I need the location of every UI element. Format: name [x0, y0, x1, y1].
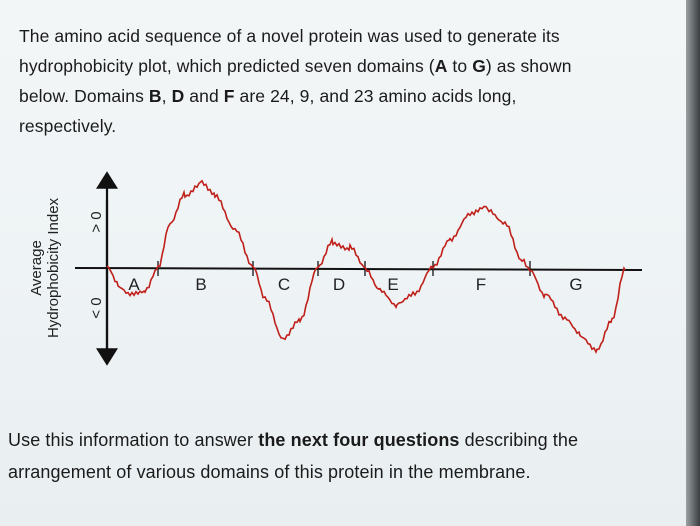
- text: and: [184, 86, 224, 106]
- text: ,: [161, 86, 172, 106]
- outro-line-1: Use this information to answer the next …: [8, 430, 578, 451]
- text: Use this information to answer: [8, 430, 259, 450]
- screen-edge: [686, 0, 700, 526]
- text: hydrophobicity plot, which predicted sev…: [19, 56, 435, 76]
- y-positive-label: > 0: [88, 211, 105, 232]
- domain-label-b: B: [195, 275, 206, 294]
- intro-line-1: The amino acid sequence of a novel prote…: [19, 26, 560, 46]
- intro-line-4: respectively.: [19, 116, 117, 136]
- domain-label-a: A: [128, 275, 140, 294]
- domain-label-e: E: [387, 275, 398, 294]
- text: describing the: [459, 430, 579, 450]
- intro-line-2: hydrophobicity plot, which predicted sev…: [19, 56, 572, 77]
- y-axis-label-line2: Hydrophobicity Index: [45, 197, 62, 338]
- y-axis-label-line1: Average: [28, 240, 45, 296]
- domain-labels: A B C D E F G: [128, 275, 582, 294]
- domain-a-ref: A: [434, 56, 448, 76]
- domain-b-ref: B: [148, 86, 162, 106]
- bold-text: the next four questions: [258, 430, 460, 450]
- domain-f-ref: F: [223, 86, 235, 106]
- y-negative-label: < 0: [88, 297, 105, 318]
- intro-line-3: below. Domains B, D and F are 24, 9, and…: [19, 86, 516, 107]
- hydrophobicity-curve: [106, 179, 626, 355]
- domain-d-ref: D: [171, 86, 185, 106]
- text: below. Domains: [19, 86, 149, 106]
- x-axis: [74, 267, 643, 271]
- text: are 24, 9, and 23 amino acids long,: [234, 86, 517, 106]
- text: to: [447, 56, 473, 76]
- domain-label-d: D: [333, 275, 345, 294]
- domain-g-ref: G: [472, 56, 486, 76]
- text: ) as shown: [485, 56, 572, 76]
- domain-label-f: F: [476, 275, 486, 294]
- domain-label-c: C: [278, 275, 290, 294]
- outro-line-2: arrangement of various domains of this p…: [8, 462, 531, 482]
- domain-label-g: G: [569, 275, 582, 294]
